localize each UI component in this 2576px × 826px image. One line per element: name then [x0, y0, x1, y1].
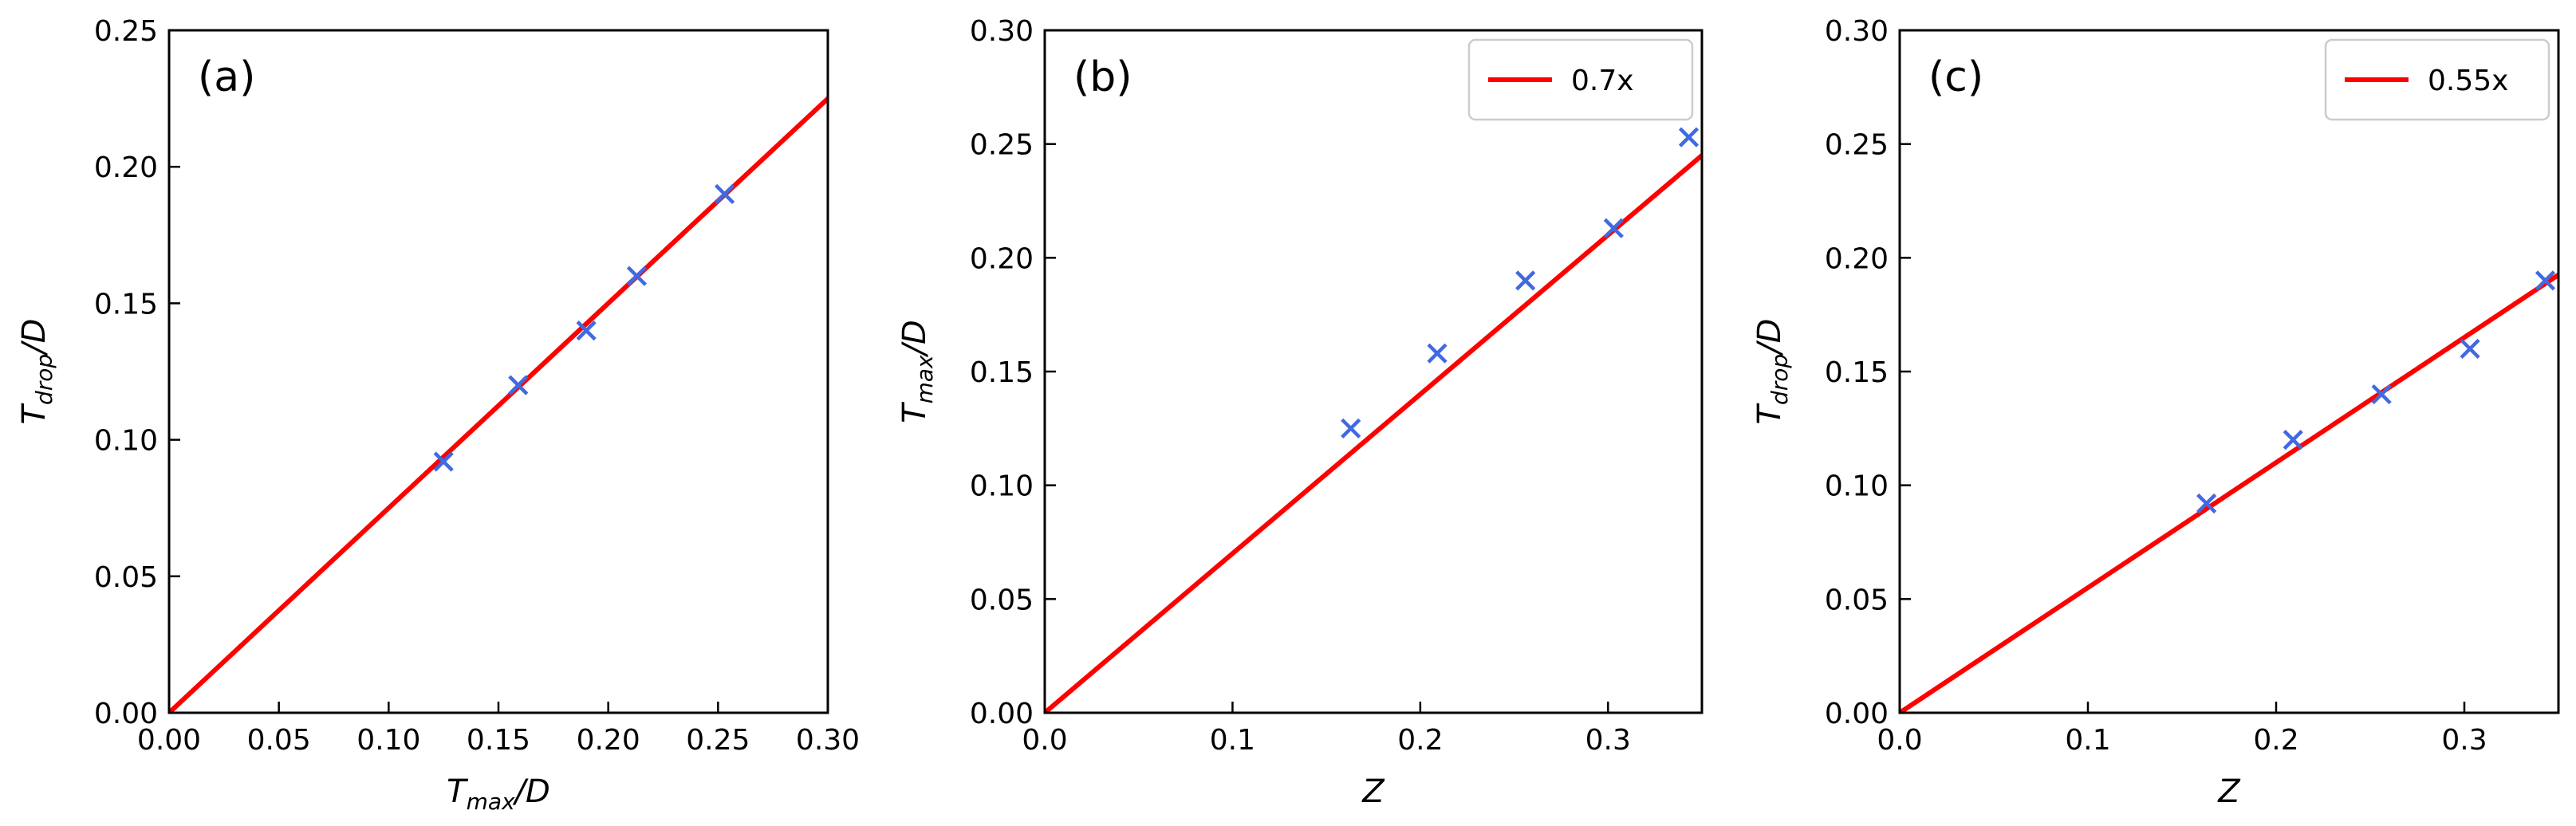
panel-label: (b): [1073, 53, 1132, 101]
y-tick-label: 0.25: [94, 15, 158, 48]
y-tick-label: 0.10: [1825, 470, 1889, 503]
data-point: [1678, 127, 1700, 148]
y-tick-label: 0.30: [970, 15, 1034, 48]
fit-line: [169, 95, 828, 713]
y-axis-label: Tdrop/D: [1751, 319, 1793, 425]
x-axis-label: Z: [1361, 773, 1385, 810]
x-tick-label: 0.30: [796, 724, 860, 757]
x-tick-label: 0.15: [467, 724, 530, 757]
data-point: [508, 375, 529, 395]
axes-frame: [167, 29, 829, 714]
y-tick-label: 0.10: [970, 470, 1034, 503]
x-tick-label: 0.2: [2253, 724, 2298, 757]
x-tick-label: 0.2: [1397, 724, 1443, 757]
y-tick-label: 0.30: [1825, 15, 1889, 48]
x-tick-label: 0.1: [2065, 724, 2110, 757]
y-tick-label: 0.15: [970, 356, 1034, 389]
panel-label: (c): [1928, 53, 1983, 101]
legend-label: 0.7x: [1571, 65, 1634, 97]
legend-box: [1467, 38, 1694, 121]
fit-line: [1900, 272, 2558, 713]
chart-panel-2: 0.0 0.1 0.2 0.3 0.00 0.05 0.10 0.15 0.20 0.25 0.30…: [896, 15, 1704, 810]
y-tick-label: 0.00: [94, 698, 158, 730]
y-tick-label: 0.00: [1825, 698, 1889, 730]
data-point: [576, 321, 597, 341]
y-tick-label: 0.25: [1825, 129, 1889, 162]
axes-frame: [1898, 29, 2560, 714]
y-tick-label: 0.20: [970, 242, 1034, 275]
y-tick-label: 0.00: [970, 698, 1034, 730]
y-tick-label: 0.20: [94, 151, 158, 184]
y-tick-label: 0.05: [970, 584, 1034, 616]
data-point: [1427, 343, 1448, 364]
legend-label: 0.55x: [2428, 65, 2508, 97]
y-axis-label: Tmax/D: [896, 320, 938, 423]
y-tick-label: 0.25: [970, 129, 1034, 162]
data-point: [2371, 384, 2392, 405]
fit-line: [1045, 151, 1702, 713]
data-point: [2535, 270, 2556, 291]
x-tick-label: 0.10: [356, 724, 420, 757]
x-tick-label: 0.3: [1585, 724, 1631, 757]
data-point: [626, 266, 648, 286]
x-tick-label: 0.05: [247, 724, 311, 757]
x-axis-label: Z: [2217, 773, 2241, 810]
y-tick-label: 0.20: [1825, 242, 1889, 275]
data-point: [2460, 338, 2480, 360]
x-axis-label: Tmax/D: [447, 773, 550, 815]
data-point: [433, 451, 454, 472]
x-tick-label: 0.00: [137, 724, 201, 757]
y-tick-label: 0.15: [94, 288, 158, 321]
chart-panel-3: 0.0 0.1 0.2 0.3 0.00 0.05 0.10 0.15 0.20 0.25 0.30…: [1751, 15, 2560, 810]
data-point: [1341, 418, 1361, 439]
x-tick-label: 0.3: [2441, 724, 2487, 757]
y-axis-label: Tdrop/D: [16, 319, 57, 425]
y-tick-label: 0.15: [1825, 356, 1889, 389]
y-tick-label: 0.05: [94, 561, 158, 594]
legend: 0.55x: [2324, 38, 2550, 121]
legend-box: [2324, 38, 2550, 121]
x-tick-label: 0.0: [1877, 724, 1922, 757]
legend: 0.7x: [1467, 38, 1694, 121]
y-tick-label: 0.05: [1825, 584, 1889, 616]
axes-frame: [1043, 29, 1704, 714]
data-point: [715, 183, 735, 205]
data-point: [2196, 493, 2217, 514]
panel-label: (a): [198, 53, 255, 101]
y-tick-label: 0.10: [94, 425, 158, 458]
x-tick-label: 0.0: [1022, 724, 1067, 757]
data-point: [1515, 270, 1536, 291]
data-point: [2283, 430, 2303, 450]
x-tick-label: 0.25: [686, 724, 750, 757]
data-point: [1603, 218, 1624, 238]
x-tick-label: 0.20: [577, 724, 640, 757]
chart-panel-1: 0.00 0.05 0.10 0.15 0.20 0.25 0.30 0.00 0.05 0.10…: [16, 15, 860, 815]
x-tick-label: 0.1: [1210, 724, 1255, 757]
